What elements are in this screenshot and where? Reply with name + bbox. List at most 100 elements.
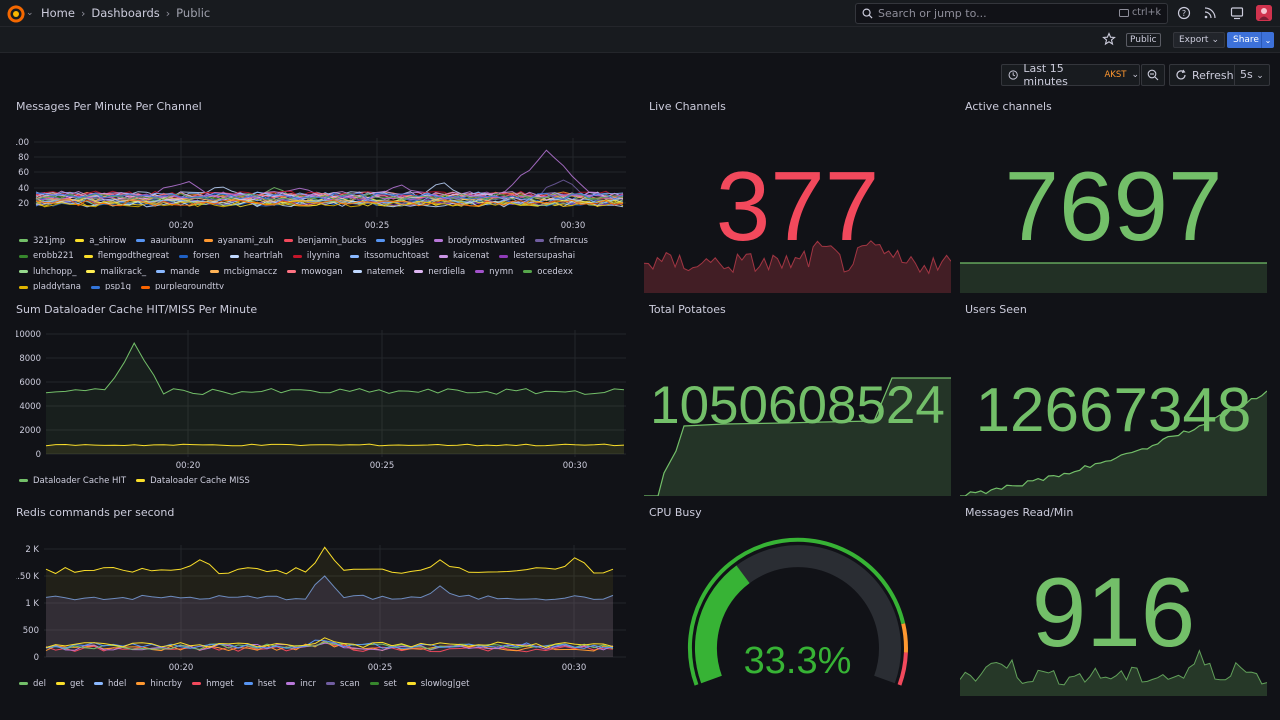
legend-item[interactable]: psp1g [90, 280, 131, 290]
legend-item[interactable]: malikrack_ [86, 264, 146, 280]
legend-swatch [56, 682, 65, 686]
legend-item[interactable]: boggles [376, 233, 424, 249]
panel-total-potatoes: Total Potatoes 1050608524 [644, 303, 951, 496]
legend-swatch [19, 254, 28, 258]
legend-item[interactable]: pladdytana [19, 280, 81, 290]
legend-item[interactable]: hincrby [136, 676, 182, 692]
legend-label: hdel [107, 678, 127, 689]
legend-item[interactable]: ilyynina [292, 249, 341, 265]
legend-item[interactable]: itssomuchtoast [350, 249, 429, 265]
search-input[interactable]: Search or jump to... ctrl+k [855, 3, 1168, 24]
legend-label: ocedexx [537, 266, 573, 277]
legend-item[interactable]: slowlog|get [406, 676, 469, 692]
legend-item[interactable]: heartrlah [229, 249, 283, 265]
legend-item[interactable]: mande [156, 264, 200, 280]
y-tick-label: 2000 [19, 426, 41, 436]
legend-label: Dataloader Cache HIT [33, 475, 127, 486]
legend-label: ilyynina [306, 251, 341, 262]
clock-icon [1008, 70, 1018, 80]
chart-legend: Dataloader Cache HIT Dataloader Cache MIS… [19, 473, 629, 489]
breadcrumb-home[interactable]: Home [41, 6, 75, 20]
export-button[interactable]: Export ⌄ [1173, 32, 1226, 48]
x-tick-label: 00:20 [169, 221, 194, 231]
gauge-threshold-red [897, 652, 908, 686]
legend-item[interactable]: hdel [93, 676, 127, 692]
legend-item[interactable]: hset [243, 676, 277, 692]
legend-item[interactable]: forsen [179, 249, 220, 265]
legend-item[interactable]: incr [286, 676, 316, 692]
legend-item[interactable]: brodymostwanted [433, 233, 525, 249]
grafana-logo-icon[interactable] [6, 4, 26, 24]
sparkline [960, 262, 1267, 293]
legend-item[interactable]: cfmarcus [534, 233, 588, 249]
legend-item[interactable]: mcbigmaccz [209, 264, 278, 280]
y-tick-label: 0 [34, 653, 39, 663]
zoom-out-button[interactable] [1141, 64, 1165, 86]
legend-label: cfmarcus [548, 235, 588, 246]
dataloader-timeseries-chart[interactable]: 10000 8000 6000 4000 2000 0 00:20 00:25 00:30 [16, 327, 630, 473]
legend-item[interactable]: natemek [352, 264, 405, 280]
monitor-icon[interactable] [1230, 6, 1244, 20]
time-range-picker[interactable]: Last 15 minutes AKST ⌄ [1001, 62, 1140, 88]
share-dropdown-button[interactable]: ⌄ [1261, 32, 1274, 48]
legend-label: a_shirow [89, 235, 127, 246]
legend-item[interactable]: kaicenat [439, 249, 489, 265]
legend-item[interactable]: purplegroundttv [140, 280, 224, 290]
legend-item[interactable]: aauribunn [136, 233, 194, 249]
legend-swatch [439, 254, 449, 258]
series-line [35, 190, 624, 198]
legend-item[interactable]: nerdiella [414, 264, 465, 280]
help-icon[interactable]: ? [1177, 6, 1191, 20]
legend-item[interactable]: 321jmp [19, 233, 65, 249]
legend-item[interactable]: flemgodthegreat [83, 249, 169, 265]
keyboard-icon [1119, 8, 1130, 17]
breadcrumb-dashboards[interactable]: Dashboards [91, 6, 160, 20]
chevron-down-icon[interactable]: ⌄ [26, 8, 34, 18]
chevron-down-icon: ⌄ [1264, 35, 1272, 45]
panel-title: Total Potatoes [649, 303, 726, 316]
legend-item[interactable]: Dataloader Cache MISS [136, 473, 250, 489]
y-tick-label: 8000 [19, 354, 41, 364]
legend-item[interactable]: a_shirow [75, 233, 126, 249]
legend-item[interactable]: mowogan [287, 264, 343, 280]
legend-label: mcbigmaccz [223, 266, 278, 277]
legend-swatch [350, 254, 360, 258]
rss-icon[interactable] [1203, 6, 1217, 20]
legend-item[interactable]: ocedexx [523, 264, 573, 280]
avatar[interactable] [1256, 5, 1272, 21]
legend-item[interactable]: scan [326, 676, 360, 692]
legend-swatch [19, 479, 28, 483]
legend-label: mowogan [301, 266, 343, 277]
legend-item[interactable]: nymn [475, 264, 513, 280]
user-avatar-icon [1256, 5, 1272, 21]
legend-label: natemek [366, 266, 405, 277]
legend-item[interactable]: del [19, 676, 46, 692]
gauge-threshold-green [687, 537, 906, 686]
legend-item[interactable]: get [56, 676, 84, 692]
messages-timeseries-chart[interactable]: 100 80 60 40 20 00:20 00:25 00:30 [16, 128, 630, 232]
sparkline [960, 390, 1267, 496]
legend-item[interactable]: benjamin_bucks [283, 233, 366, 249]
legend-item[interactable]: lestersupashai [499, 249, 575, 265]
star-icon[interactable] [1102, 32, 1116, 46]
divider [1234, 65, 1235, 85]
legend-item[interactable]: hmget [192, 676, 234, 692]
refresh-interval-value: 5s [1240, 68, 1253, 81]
legend-label: malikrack_ [100, 266, 147, 277]
legend-item[interactable]: Dataloader Cache HIT [19, 473, 126, 489]
share-button[interactable]: Share [1227, 32, 1265, 48]
breadcrumb: Home › Dashboards › Public [41, 6, 210, 20]
legend-item[interactable]: ayanami_zuh [203, 233, 274, 249]
x-tick-label: 00:25 [370, 461, 395, 471]
x-tick-label: 00:30 [563, 461, 588, 471]
legend-swatch [352, 270, 362, 274]
redis-timeseries-chart[interactable]: 2 K 1.50 K 1 K 500 0 00:20 00:25 00:30 [16, 540, 630, 674]
chevron-down-icon: ⌄ [1256, 71, 1264, 81]
refresh-button[interactable]: Refresh 5s ⌄ [1169, 64, 1270, 86]
legend-label: hset [257, 678, 277, 689]
refresh-interval-picker[interactable]: 5s ⌄ [1240, 68, 1264, 81]
refresh-icon [1176, 69, 1186, 80]
legend-item[interactable]: set [369, 676, 397, 692]
legend-item[interactable]: erobb221 [19, 249, 74, 265]
legend-item[interactable]: luhchopp_ [19, 264, 76, 280]
